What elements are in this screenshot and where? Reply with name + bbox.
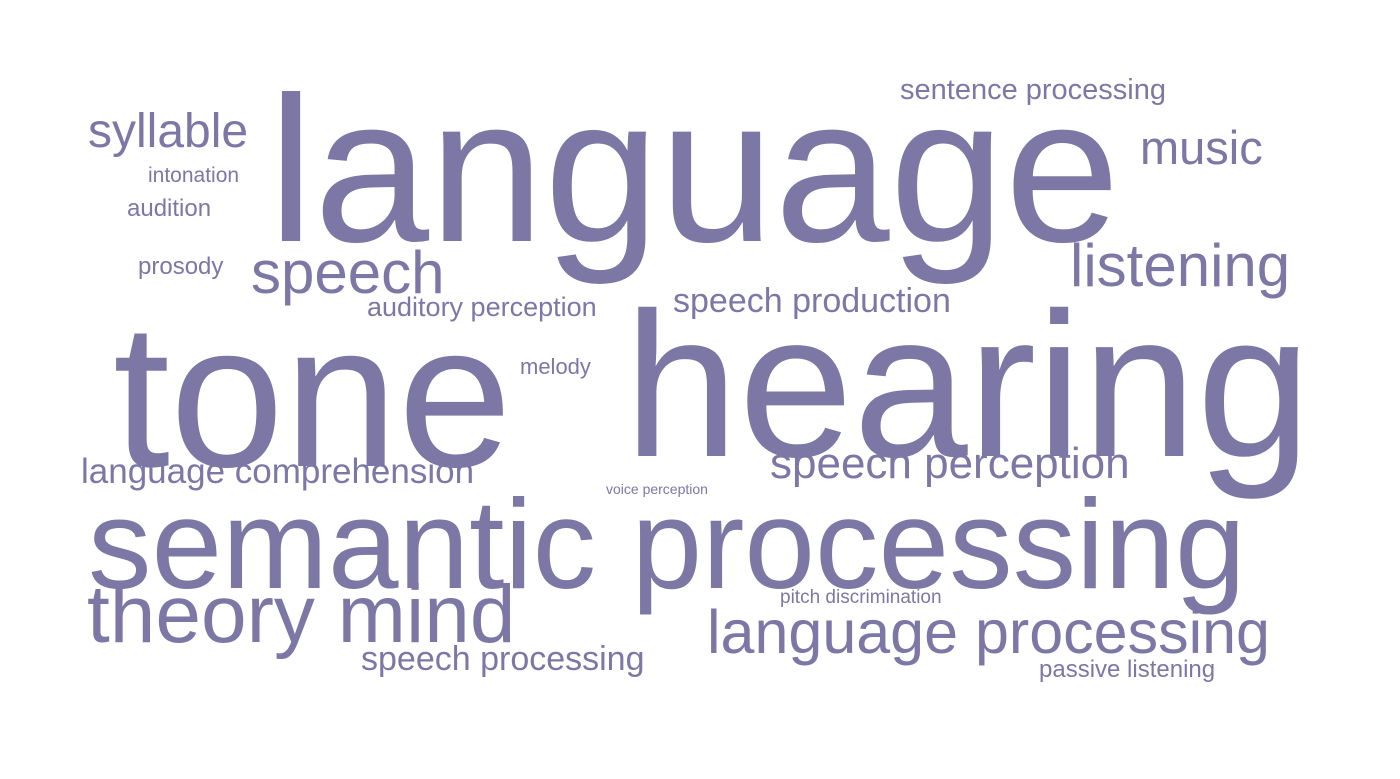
word-tone: tone [113, 281, 512, 510]
word-listening: listening [1070, 232, 1291, 299]
word-pitch-discrimination: pitch discrimination [780, 587, 942, 608]
word-speech-production: speech production [673, 282, 951, 320]
word-hearing: hearing [624, 270, 1312, 500]
word-prosody: prosody [138, 253, 224, 280]
word-sentence-processing: sentence processing [900, 74, 1166, 106]
word-speech: speech [251, 239, 445, 306]
word-music: music [1140, 121, 1263, 174]
word-speech-perception: speech perception [770, 439, 1130, 488]
word-passive-listening: passive listening [1039, 656, 1216, 683]
word-language-processing: language processing [707, 598, 1270, 666]
word-theory-mind: theory mind [87, 569, 516, 660]
word-language-comprehension: language comprehension [81, 452, 475, 491]
word-melody: melody [520, 354, 591, 379]
word-voice-perception: voice perception [606, 481, 708, 497]
word-auditory-perception: auditory perception [367, 292, 597, 322]
word-semantic-processing: semantic processing [88, 473, 1246, 615]
word-syllable: syllable [88, 105, 249, 158]
word-intonation: intonation [148, 164, 240, 187]
word-language: language [268, 54, 1120, 285]
word-speech-processing: speech processing [361, 640, 645, 678]
word-audition: audition [127, 195, 212, 222]
